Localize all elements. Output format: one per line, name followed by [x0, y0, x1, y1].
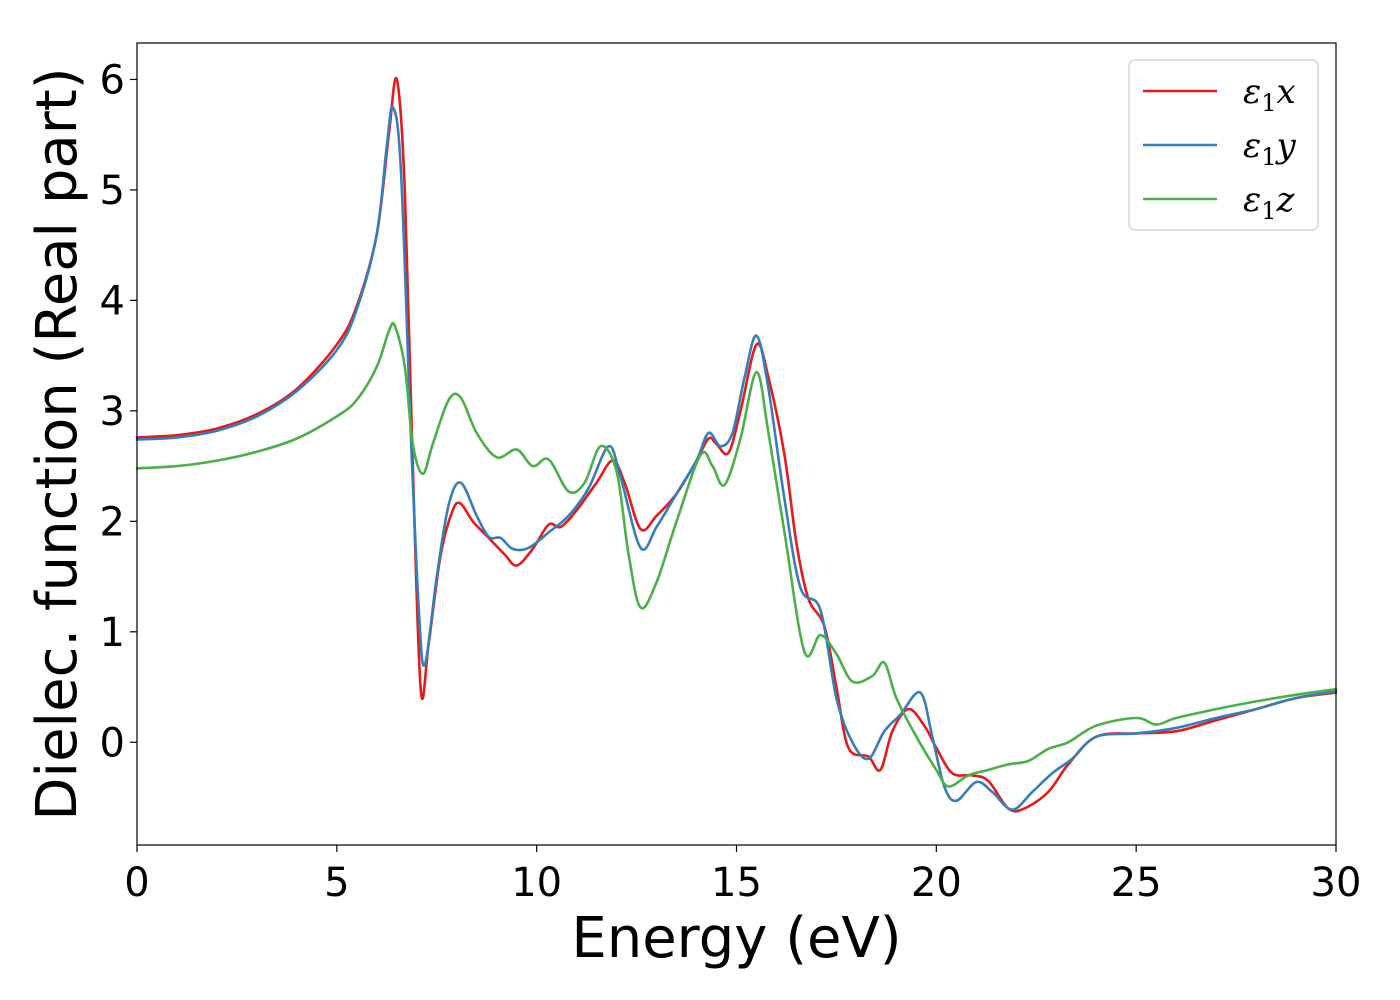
legend-subscript: 1: [1261, 89, 1276, 117]
y-tick-label: 0: [100, 720, 125, 766]
legend-box: [1128, 59, 1319, 231]
x-tick-label: 30: [1311, 860, 1362, 906]
y-tick-label: 3: [100, 389, 125, 435]
x-tick-label: 20: [911, 860, 962, 906]
y-tick-label: 4: [100, 278, 125, 324]
legend-symbol: ε: [1243, 72, 1261, 112]
x-tick-label: 10: [511, 860, 562, 906]
legend-variable: x: [1277, 72, 1296, 112]
y-tick-label: 2: [100, 499, 125, 545]
legend-subscript: 1: [1261, 143, 1276, 171]
legend-subscript: 1: [1261, 197, 1276, 225]
legend-label-x: ε1x: [1243, 72, 1296, 117]
y-tick-label: 6: [100, 57, 125, 103]
y-tick-label: 5: [100, 168, 125, 214]
legend-symbol: ε: [1243, 180, 1261, 220]
x-tick-label: 5: [324, 860, 349, 906]
y-axis-label: Dielec. function (Real part): [25, 67, 90, 820]
x-tick-label: 25: [1111, 860, 1162, 906]
x-tick-label: 15: [711, 860, 762, 906]
legend-symbol: ε: [1243, 126, 1261, 166]
x-tick-label: 0: [124, 860, 149, 906]
y-tick-label: 1: [100, 610, 125, 656]
plot-lines: [135, 76, 1338, 813]
x-axis-label: Energy (eV): [571, 906, 901, 971]
legend-variable: y: [1275, 126, 1297, 166]
legend-label-y: ε1y: [1243, 126, 1297, 171]
legend-variable: z: [1276, 180, 1296, 220]
series-line-z: [135, 321, 1338, 788]
legend-label-z: ε1z: [1243, 180, 1296, 225]
series-line-y: [135, 105, 1338, 811]
x-axis-ticks: 0 5 10 15 20 25 30: [124, 845, 1361, 906]
y-axis-ticks: 0 1 2 3 4 5 6: [100, 57, 137, 766]
